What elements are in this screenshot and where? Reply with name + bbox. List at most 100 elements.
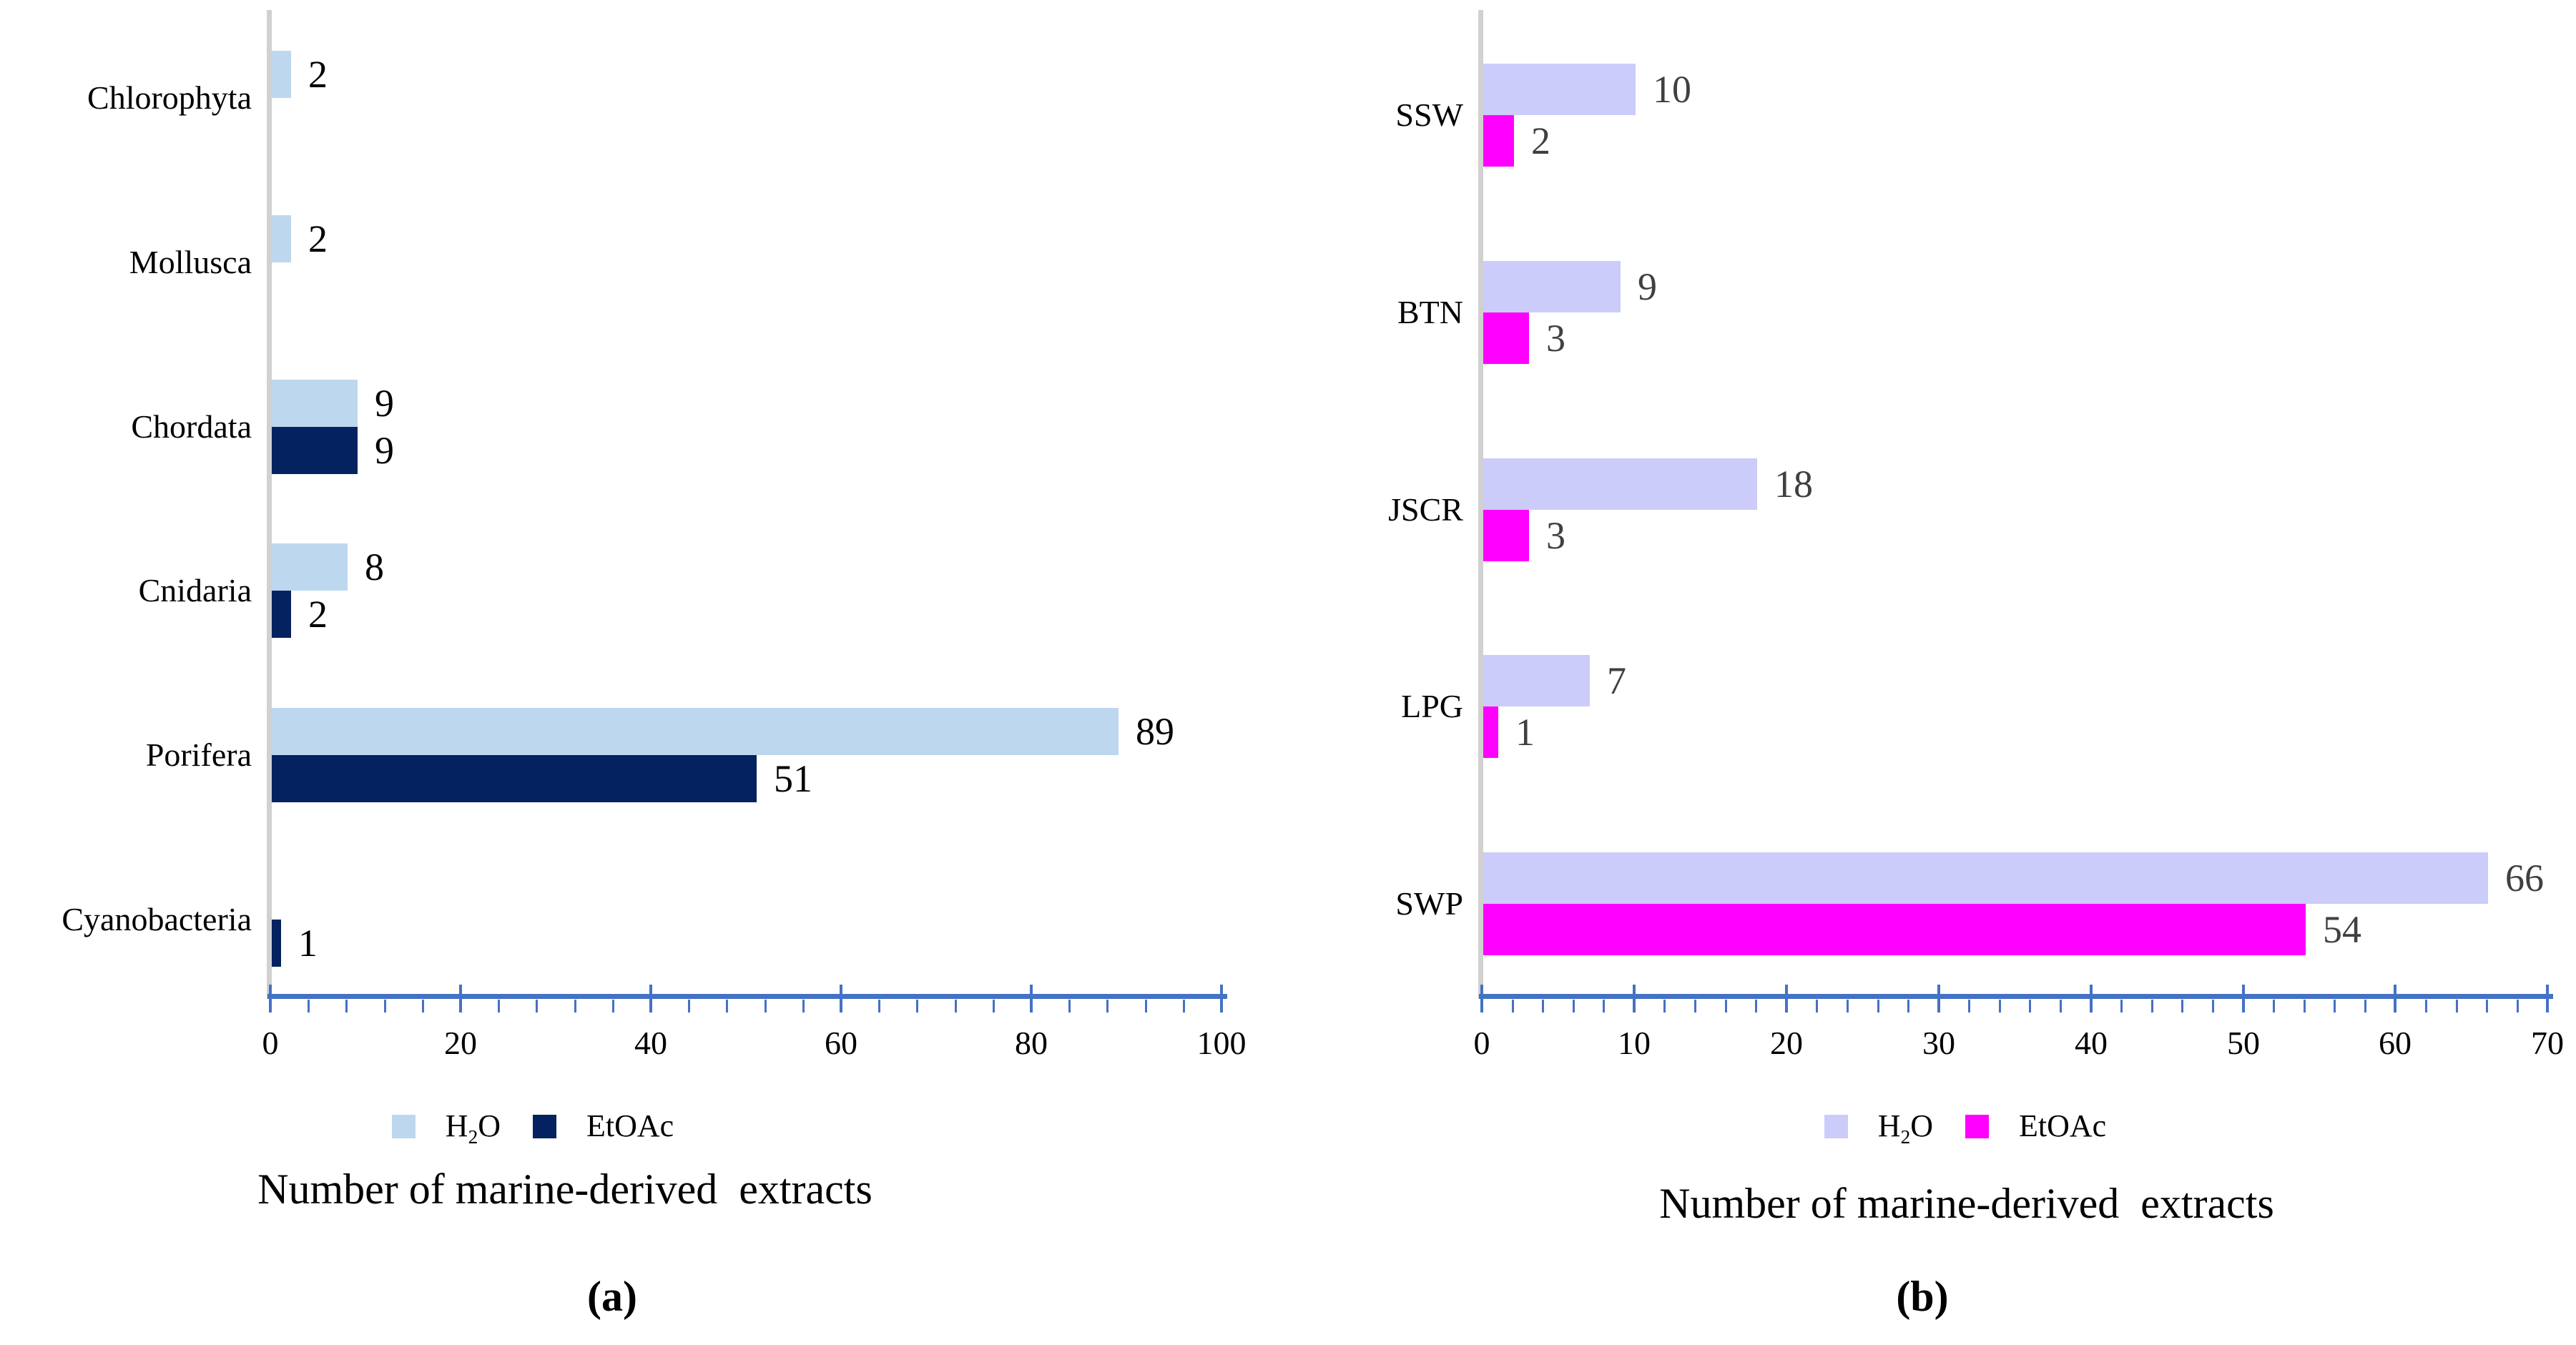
x-axis-major-tick <box>1220 985 1223 1013</box>
x-axis-major-tick <box>2090 985 2093 1013</box>
category-label: JSCR <box>1388 491 1463 528</box>
x-axis-minor-tick <box>726 1000 728 1013</box>
category-label: Cyanobacteria <box>62 901 252 938</box>
bar-h2o <box>272 50 291 98</box>
x-axis-line <box>267 994 1227 999</box>
x-axis-line <box>1479 994 2553 999</box>
legend-swatch-etoac <box>1965 1114 1989 1138</box>
legend-label-etoac: EtOAc <box>586 1108 674 1143</box>
x-tick-label: 70 <box>2531 1025 2564 1061</box>
category-label: SSW <box>1395 96 1463 133</box>
x-axis-minor-tick <box>1999 1000 2001 1013</box>
x-tick-label: 60 <box>2379 1025 2412 1061</box>
x-axis-minor-tick <box>2334 1000 2336 1013</box>
bar-h2o <box>272 215 291 262</box>
value-label: 66 <box>2505 857 2544 900</box>
x-axis-minor-tick <box>765 1000 767 1013</box>
category-label: SWP <box>1395 885 1463 922</box>
legend-label-h2o: H2O <box>1877 1108 1933 1148</box>
bar-h2o <box>1483 458 1757 510</box>
x-axis-minor-tick <box>1183 1000 1185 1013</box>
value-label: 2 <box>308 593 328 636</box>
x-axis-minor-tick <box>612 1000 614 1013</box>
x-axis-major-tick <box>1030 985 1033 1013</box>
x-tick-label: 10 <box>1618 1025 1651 1061</box>
x-axis-minor-tick <box>1068 1000 1071 1013</box>
bar-h2o <box>1483 260 1621 312</box>
legend-item-etoac: EtOAc <box>533 1108 674 1145</box>
x-axis-title: Number of marine-derived extracts <box>1659 1180 2274 1227</box>
value-label: 2 <box>308 217 328 260</box>
x-tick-label: 60 <box>825 1025 857 1061</box>
value-label: 2 <box>1531 119 1550 162</box>
x-axis-minor-tick <box>1512 1000 1514 1013</box>
x-axis-minor-tick <box>1694 1000 1696 1013</box>
x-axis-minor-tick <box>1573 1000 1575 1013</box>
y-axis-line <box>1478 10 1483 999</box>
value-label: 1 <box>1515 711 1535 754</box>
bar-h2o <box>272 543 348 591</box>
x-axis-major-tick <box>269 985 272 1013</box>
bar-h2o <box>1483 852 2488 905</box>
x-axis-minor-tick <box>1725 1000 1727 1013</box>
value-label: 10 <box>1653 68 1691 111</box>
legend: H2O EtOAc <box>1608 1108 2323 1148</box>
legend-item-h2o: H2O <box>1824 1108 1933 1148</box>
value-label: 18 <box>1774 463 1813 506</box>
category-label: LPG <box>1401 688 1463 725</box>
legend: H2O EtOAc <box>175 1108 890 1146</box>
category-label: Chordata <box>131 408 252 445</box>
x-axis-major-tick <box>459 985 462 1013</box>
x-axis-minor-tick <box>1663 1000 1666 1013</box>
value-label: 1 <box>298 922 318 965</box>
value-label: 7 <box>1607 659 1626 702</box>
bar-etoac <box>272 426 358 474</box>
x-tick-label: 40 <box>2075 1025 2108 1061</box>
x-axis-minor-tick <box>955 1000 957 1013</box>
x-tick-label: 0 <box>1473 1025 1490 1061</box>
x-axis-minor-tick <box>2151 1000 2153 1013</box>
x-tick-label: 80 <box>1015 1025 1048 1061</box>
x-axis-minor-tick <box>1755 1000 1757 1013</box>
x-axis-minor-tick <box>2029 1000 2031 1013</box>
bar-h2o <box>1483 63 1636 115</box>
bar-etoac <box>1483 114 1514 167</box>
x-tick-label: 30 <box>1922 1025 1955 1061</box>
x-tick-label: 20 <box>444 1025 477 1061</box>
x-axis-minor-tick <box>993 1000 995 1013</box>
value-label: 2 <box>308 53 328 96</box>
x-tick-label: 20 <box>1770 1025 1803 1061</box>
x-axis-minor-tick <box>1145 1000 1147 1013</box>
bar-etoac <box>1483 509 1529 561</box>
value-label: 89 <box>1136 710 1174 753</box>
bar-etoac <box>272 755 757 803</box>
legend-swatch-etoac <box>533 1114 556 1138</box>
x-tick-label: 100 <box>1196 1025 1247 1061</box>
x-axis-minor-tick <box>2517 1000 2519 1013</box>
category-label: Mollusca <box>129 243 252 280</box>
x-axis-minor-tick <box>688 1000 690 1013</box>
x-axis-minor-tick <box>1968 1000 1970 1013</box>
category-label: BTN <box>1397 293 1463 330</box>
legend-swatch-h2o <box>391 1114 416 1138</box>
legend-item-h2o: H2O <box>391 1108 501 1146</box>
x-axis-minor-tick <box>2364 1000 2366 1013</box>
x-axis-minor-tick <box>2273 1000 2275 1013</box>
bar-etoac <box>1483 312 1529 364</box>
x-axis-minor-tick <box>2120 1000 2123 1013</box>
bar-h2o <box>272 379 358 427</box>
x-axis-major-tick <box>1480 985 1483 1013</box>
x-axis-minor-tick <box>1847 1000 1849 1013</box>
bar-etoac <box>272 591 291 639</box>
x-axis-minor-tick <box>308 1000 310 1013</box>
bar-etoac <box>272 920 281 967</box>
x-axis-major-tick <box>2394 985 2396 1013</box>
legend-swatch-h2o <box>1824 1114 1848 1138</box>
value-label: 3 <box>1546 317 1565 360</box>
x-axis-major-tick <box>649 985 652 1013</box>
x-axis-major-tick <box>2242 985 2245 1013</box>
x-axis-major-tick <box>1937 985 1940 1013</box>
value-label: 9 <box>375 382 394 425</box>
